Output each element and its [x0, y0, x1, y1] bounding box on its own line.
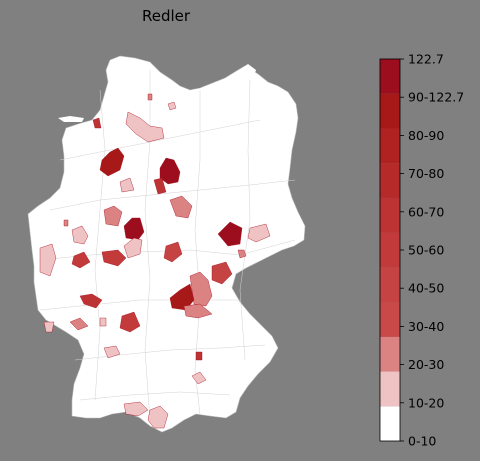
region-munich	[147, 405, 169, 429]
legend-label: 20-30	[408, 357, 444, 372]
region-stuttgart	[119, 311, 141, 333]
region-wuerzburg	[189, 271, 213, 307]
region-ulm	[103, 345, 121, 359]
region-fulda	[71, 251, 91, 269]
region-erfurt-west	[101, 249, 127, 267]
legend-label: 40-50	[408, 281, 444, 296]
region-magdeburg	[169, 195, 193, 219]
highlighted-districts	[39, 93, 271, 429]
region-muenster	[103, 205, 123, 227]
island-ruegen	[236, 64, 256, 84]
legend-swatch	[380, 197, 400, 233]
legend-swatch	[380, 267, 400, 303]
region-braunschweig	[153, 177, 167, 195]
region-bremen	[92, 117, 102, 129]
region-north-small	[147, 93, 153, 101]
region-regensburg	[183, 303, 213, 319]
legend-label: 90-122.7	[408, 90, 464, 105]
germany-outline	[27, 55, 306, 433]
legend-swatch	[380, 128, 400, 164]
region-rhein	[39, 243, 57, 277]
legend-swatch	[380, 371, 400, 407]
region-landshut	[195, 351, 203, 361]
region-dresden-east	[247, 223, 271, 243]
region-chemnitz	[211, 261, 233, 285]
legend-label: 70-80	[408, 166, 444, 181]
region-bielefeld	[123, 217, 145, 241]
legend-swatch	[380, 302, 400, 337]
region-heilbronn	[99, 317, 107, 327]
legend-swatch	[380, 93, 400, 129]
region-koeln-small	[63, 219, 69, 227]
legend-label: 80-90	[408, 128, 444, 143]
region-passau	[191, 371, 207, 385]
legend-label: 30-40	[408, 319, 444, 334]
region-mannheim	[69, 317, 89, 331]
region-hamburg	[125, 111, 165, 143]
legend-swatch	[380, 336, 400, 372]
legend-label: 0-10	[408, 434, 436, 449]
region-erfurt	[163, 241, 183, 263]
region-hannover-west	[99, 147, 125, 177]
region-oldenburg	[119, 177, 135, 193]
legend-swatch	[380, 406, 400, 441]
region-freiburg-small	[43, 321, 55, 333]
legend-label: 10-20	[408, 395, 444, 410]
region-konstanz	[123, 401, 149, 417]
region-kassel	[123, 237, 143, 259]
region-kiel	[167, 101, 177, 111]
region-saar	[79, 293, 103, 309]
island-north	[58, 116, 84, 122]
legend-label: 60-70	[408, 204, 444, 219]
region-dortmund	[71, 225, 89, 245]
legend-label: 50-60	[408, 243, 444, 258]
legend-swatch	[380, 163, 400, 198]
legend-swatch	[380, 232, 400, 268]
map-title: Redler	[141, 7, 191, 25]
region-nuernberg	[169, 283, 195, 311]
legend-swatch	[380, 59, 400, 94]
region-gera	[237, 249, 247, 259]
legend-label: 122.7	[408, 52, 444, 67]
region-leipzig	[217, 221, 243, 247]
